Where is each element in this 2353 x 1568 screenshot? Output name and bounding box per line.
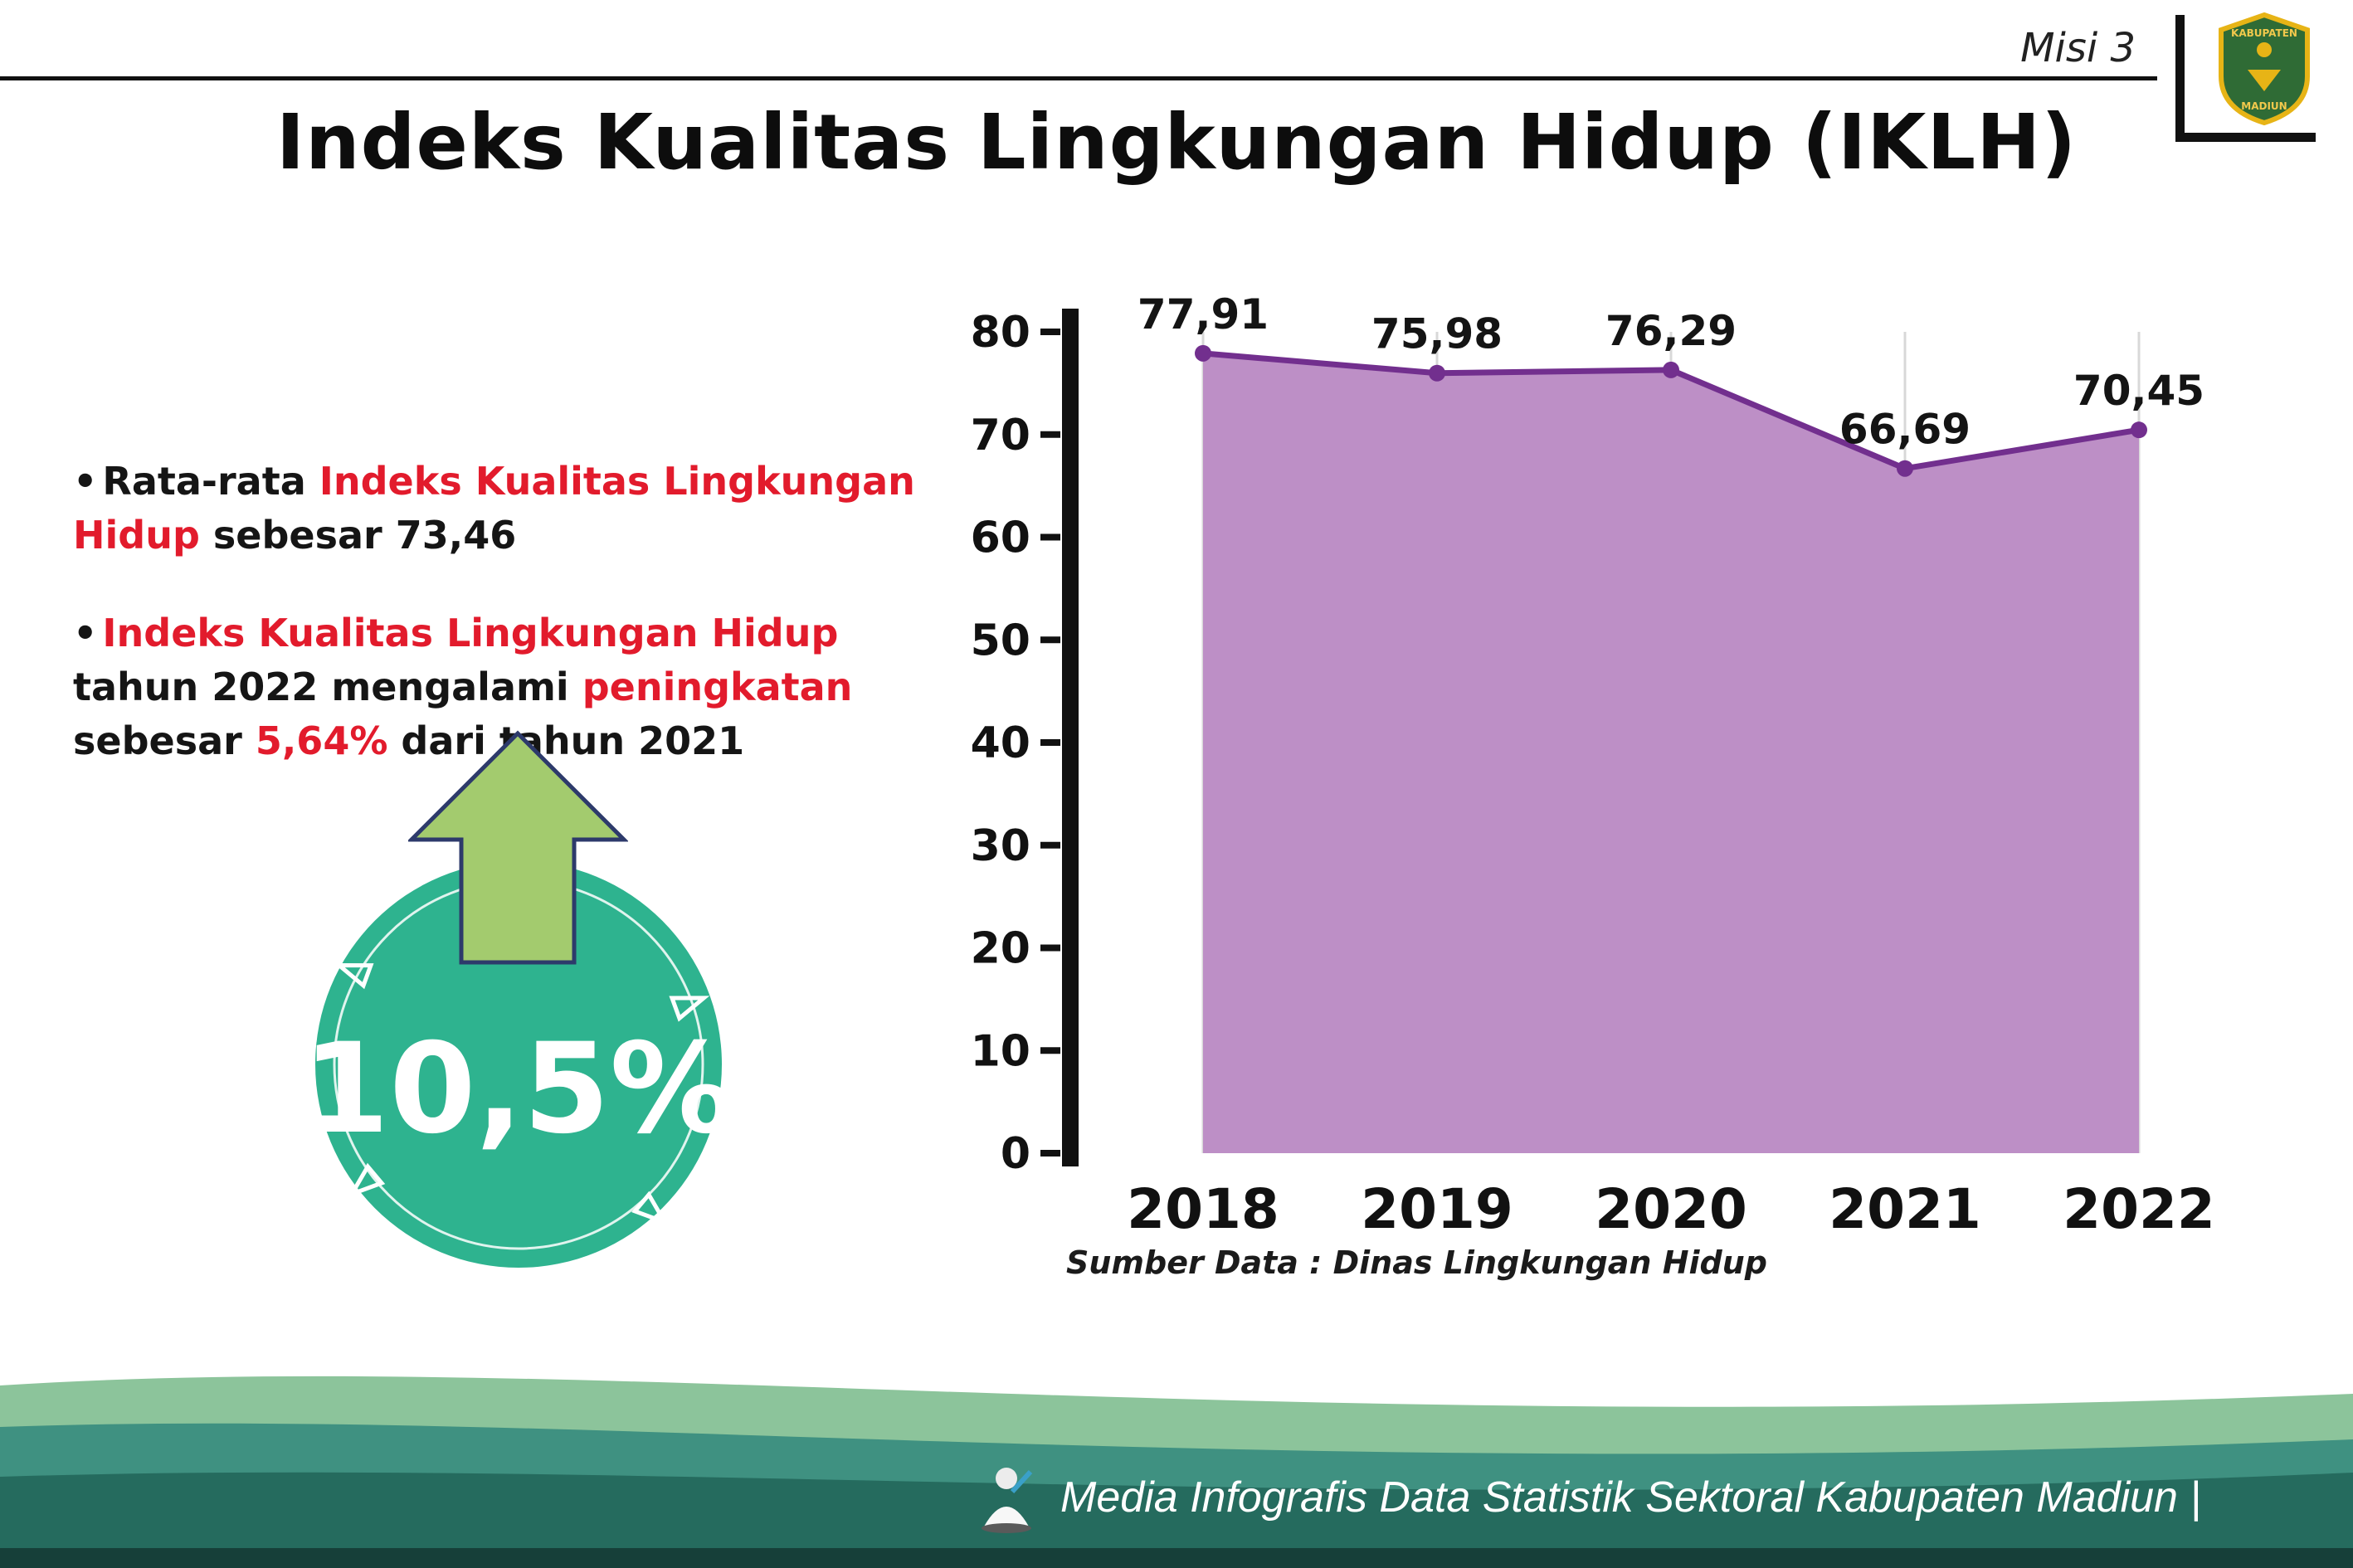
bullet-marker: •	[73, 610, 98, 655]
badge-percentage: 10,5%	[302, 1017, 735, 1161]
bullet-text-segment: Rata-rata	[102, 459, 319, 504]
bullet-item: • Rata-rata Indeks Kualitas Lingkungan Hi…	[73, 455, 961, 563]
bullet-marker: •	[73, 459, 98, 504]
data-label: 77,91	[1138, 290, 1269, 338]
bullet-text-segment: Indeks Kualitas Lingkungan Hidup	[102, 610, 839, 655]
bullet-text-segment: tahun 2022 mengalami	[73, 664, 582, 709]
x-tick-label: 2020	[1595, 1177, 1747, 1241]
y-tick-label: 30	[971, 821, 1030, 871]
footer: Media Infografis Data Statistik Sektoral…	[971, 1462, 2201, 1533]
data-point	[1195, 344, 1211, 362]
x-tick-label: 2021	[1829, 1177, 1981, 1241]
kabupaten-madiun-logo: KABUPATEN MADIUN	[2175, 12, 2316, 142]
y-tick-label: 50	[971, 616, 1030, 665]
y-tick-label: 10	[971, 1026, 1030, 1076]
bullet-text-segment: peningkatan	[582, 664, 853, 709]
x-tick-label: 2022	[2063, 1177, 2215, 1241]
bullet-text-segment: dari tahun 2021	[387, 718, 745, 764]
y-axis	[1062, 309, 1079, 1166]
bullet-list: • Rata-rata Indeks Kualitas Lingkungan Hi…	[73, 455, 961, 812]
header-rule	[0, 76, 2157, 80]
area-fill	[1203, 353, 2139, 1153]
y-tick-label: 20	[971, 924, 1030, 974]
y-tick-label: 0	[1001, 1129, 1030, 1179]
crest-icon: KABUPATEN MADIUN	[2219, 12, 2310, 126]
data-label: 76,29	[1605, 307, 1737, 355]
bullet-text-segment: sebesar	[73, 718, 256, 764]
data-point	[1429, 364, 1445, 382]
page-title: Indeks Kualitas Lingkungan Hidup (IKLH)	[275, 98, 2078, 187]
logo-text-top: KABUPATEN	[2231, 27, 2297, 39]
bullet-item: • Indeks Kualitas Lingkungan Hidup tahun …	[73, 606, 961, 769]
up-arrow-icon	[408, 730, 628, 965]
x-tick-label: 2019	[1361, 1177, 1513, 1241]
footer-caption: Media Infografis Data Statistik Sektoral…	[1060, 1473, 2201, 1522]
increase-badge: 10,5%	[303, 730, 734, 1278]
y-tick-label: 60	[971, 514, 1030, 563]
iklh-area-chart: 0 10 20 30 40 50 60 70 80 77,91 75,98 76,29 66,69 70,…	[954, 274, 2215, 1352]
iklh-chart-svg: 0 10 20 30 40 50 60 70 80 77,91 75,98 76,29 66,69 70,…	[971, 290, 2215, 1241]
footer-logo-icon	[982, 1468, 1033, 1533]
data-point	[2131, 421, 2147, 439]
bullet-text-segment: sebesar 73,46	[199, 513, 517, 558]
logo-text-bottom: MADIUN	[2241, 100, 2287, 112]
y-tick-label: 70	[971, 411, 1030, 460]
y-tick-label: 80	[971, 308, 1030, 358]
x-tick-label: 2018	[1127, 1177, 1279, 1241]
data-source-label: Sumber Data : Dinas Lingkungan Hidup	[1066, 1244, 1767, 1281]
misi-label: Misi 3	[2020, 25, 2136, 71]
data-label: 75,98	[1371, 310, 1503, 358]
data-point	[1897, 460, 1913, 477]
bullet-text-segment: Indeks Kualitas Lingkungan Hidup	[73, 459, 915, 558]
footer-wave-decoration	[0, 1376, 2353, 1568]
data-label: 66,69	[1839, 406, 1971, 454]
y-tick-label: 40	[971, 718, 1030, 768]
data-label: 70,45	[2073, 367, 2204, 415]
bullet-text-segment: 5,64%	[255, 718, 388, 764]
data-point	[1663, 361, 1679, 378]
